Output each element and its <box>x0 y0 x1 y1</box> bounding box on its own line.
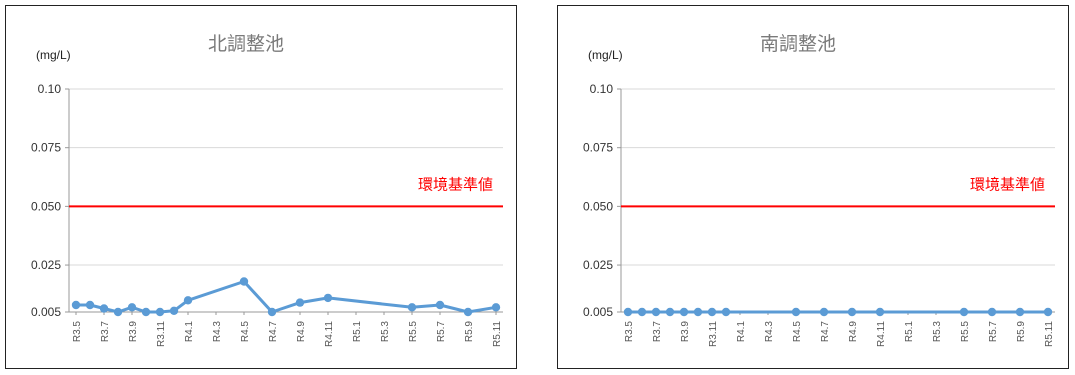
x-tick-label: R4.5 <box>240 321 251 343</box>
chart-north: 北調整池 (mg/L) 0.10 0.075 0.050 0.025 0.005 R3.5 R3… <box>31 33 503 347</box>
y-tick-label: 0.025 <box>31 258 61 272</box>
data-point <box>183 296 193 305</box>
x-tick-label: R4.9 <box>296 321 307 343</box>
x-tick-label: R4.9 <box>848 321 859 343</box>
chart-title: 南調整池 <box>760 33 836 55</box>
data-point <box>71 300 81 310</box>
data-point <box>819 307 829 317</box>
reference-label: 環境基準値 <box>970 175 1045 193</box>
data-point <box>721 307 731 317</box>
y-axis-unit-label: (mg/L) <box>36 48 71 62</box>
data-point <box>127 303 137 312</box>
x-tick-label: R3.11 <box>708 321 719 347</box>
chart-panel-south: 南調整池 (mg/L) 0.10 0.075 0.050 0.025 0.005 R3.5 R3… <box>557 5 1069 369</box>
x-tick-label: R5.11 <box>492 321 503 347</box>
x-tick-label: R4.7 <box>820 321 831 343</box>
data-point <box>295 298 305 307</box>
x-tick-label: R3.7 <box>652 321 663 343</box>
data-point <box>113 307 123 317</box>
x-tick-label: R5.7 <box>988 321 999 343</box>
x-tick-label: R5.9 <box>1016 321 1027 343</box>
reference-label: 環境基準値 <box>418 175 493 193</box>
data-point <box>491 303 501 312</box>
series-line <box>76 280 497 314</box>
x-tick-label: R3.5 <box>72 321 83 343</box>
data-point <box>707 307 717 317</box>
x-tick-label: R4.3 <box>764 321 775 343</box>
x-tick-label: R3.9 <box>680 321 691 343</box>
x-tick-label: R3.7 <box>100 321 111 343</box>
data-point <box>99 304 109 313</box>
x-tick-label: R5.5 <box>408 321 419 343</box>
x-tick-label: R5.7 <box>436 321 447 343</box>
y-tick-label: 0.050 <box>31 199 61 213</box>
x-tick-label: R4.11 <box>324 321 335 347</box>
x-tick-label: R4.11 <box>876 321 887 347</box>
data-point <box>623 307 633 317</box>
x-tick-label: R3.9 <box>128 321 139 343</box>
data-point <box>637 307 647 317</box>
x-tick-label: R5.3 <box>932 321 943 343</box>
x-tick-label: R4.5 <box>792 321 803 343</box>
x-tick-label: R4.1 <box>736 321 747 343</box>
data-point <box>407 303 417 312</box>
data-point <box>1043 307 1053 317</box>
y-tick-label: 0.10 <box>590 82 614 96</box>
x-tick-label: R5.1 <box>352 321 363 343</box>
x-tick-label: R5.5 <box>960 321 971 343</box>
x-tick-label: R4.7 <box>268 321 279 343</box>
x-tick-label: R5.9 <box>464 321 475 343</box>
data-point <box>1015 307 1025 317</box>
chart-panel-north: 北調整池 (mg/L) 0.10 0.075 0.050 0.025 0.005 R3.5 R3… <box>5 5 517 369</box>
data-point <box>435 300 445 310</box>
data-point <box>323 293 333 303</box>
chart-title: 北調整池 <box>208 33 284 55</box>
data-point <box>679 307 689 317</box>
chart-south: 南調整池 (mg/L) 0.10 0.075 0.050 0.025 0.005 R3.5 R3… <box>583 33 1055 347</box>
y-tick-label: 0.050 <box>583 199 613 213</box>
y-tick-label: 0.005 <box>583 305 613 319</box>
data-point <box>651 307 661 317</box>
y-tick-label: 0.025 <box>583 258 613 272</box>
x-tick-label: R4.1 <box>184 321 195 343</box>
data-point <box>665 307 675 317</box>
data-point <box>791 307 801 317</box>
y-tick-label: 0.075 <box>583 141 613 155</box>
data-point <box>959 307 969 317</box>
data-point <box>141 307 151 317</box>
data-point <box>85 300 95 310</box>
data-point <box>169 306 179 315</box>
x-tick-label: R5.11 <box>1044 321 1055 347</box>
x-tick-label: R3.5 <box>624 321 635 343</box>
y-tick-label: 0.10 <box>38 82 62 96</box>
data-point <box>155 307 165 317</box>
data-point <box>847 307 857 317</box>
data-point <box>693 307 703 317</box>
x-tick-label: R5.3 <box>380 321 391 343</box>
y-tick-label: 0.005 <box>31 305 61 319</box>
y-tick-label: 0.075 <box>31 141 61 155</box>
data-point <box>239 277 249 286</box>
x-tick-label: R3.11 <box>156 321 167 347</box>
x-tick-label: R5.1 <box>904 321 915 343</box>
data-point <box>987 307 997 317</box>
data-point <box>267 307 277 317</box>
data-point <box>463 307 473 317</box>
x-tick-label: R4.3 <box>212 321 223 343</box>
y-axis-unit-label: (mg/L) <box>588 48 623 62</box>
data-point <box>875 307 885 317</box>
